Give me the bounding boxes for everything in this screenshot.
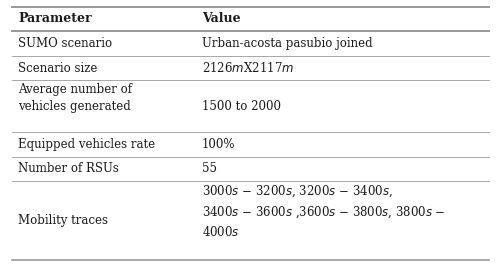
Text: Average number of
vehicles generated: Average number of vehicles generated [18, 83, 132, 113]
Text: 100%: 100% [202, 138, 235, 151]
Text: Parameter: Parameter [18, 12, 92, 25]
Text: Urban-acosta pasubio joined: Urban-acosta pasubio joined [202, 37, 372, 50]
Text: Number of RSUs: Number of RSUs [18, 162, 119, 175]
Text: Mobility traces: Mobility traces [18, 214, 108, 227]
Text: 3000$s$ − 3200$s$, 3200$s$ − 3400$s$,
3400$s$ − 3600$s$ ,3600$s$ − 3800$s$, 3800: 3000$s$ − 3200$s$, 3200$s$ − 3400$s$, 34… [202, 184, 445, 238]
Text: 1500 to 2000: 1500 to 2000 [202, 100, 281, 113]
Text: 2126$m$X2117$m$: 2126$m$X2117$m$ [202, 61, 294, 75]
Text: 55: 55 [202, 162, 217, 175]
Text: Scenario size: Scenario size [18, 61, 98, 74]
Text: SUMO scenario: SUMO scenario [18, 37, 113, 50]
Text: Equipped vehicles rate: Equipped vehicles rate [18, 138, 155, 151]
Text: Value: Value [202, 12, 240, 25]
